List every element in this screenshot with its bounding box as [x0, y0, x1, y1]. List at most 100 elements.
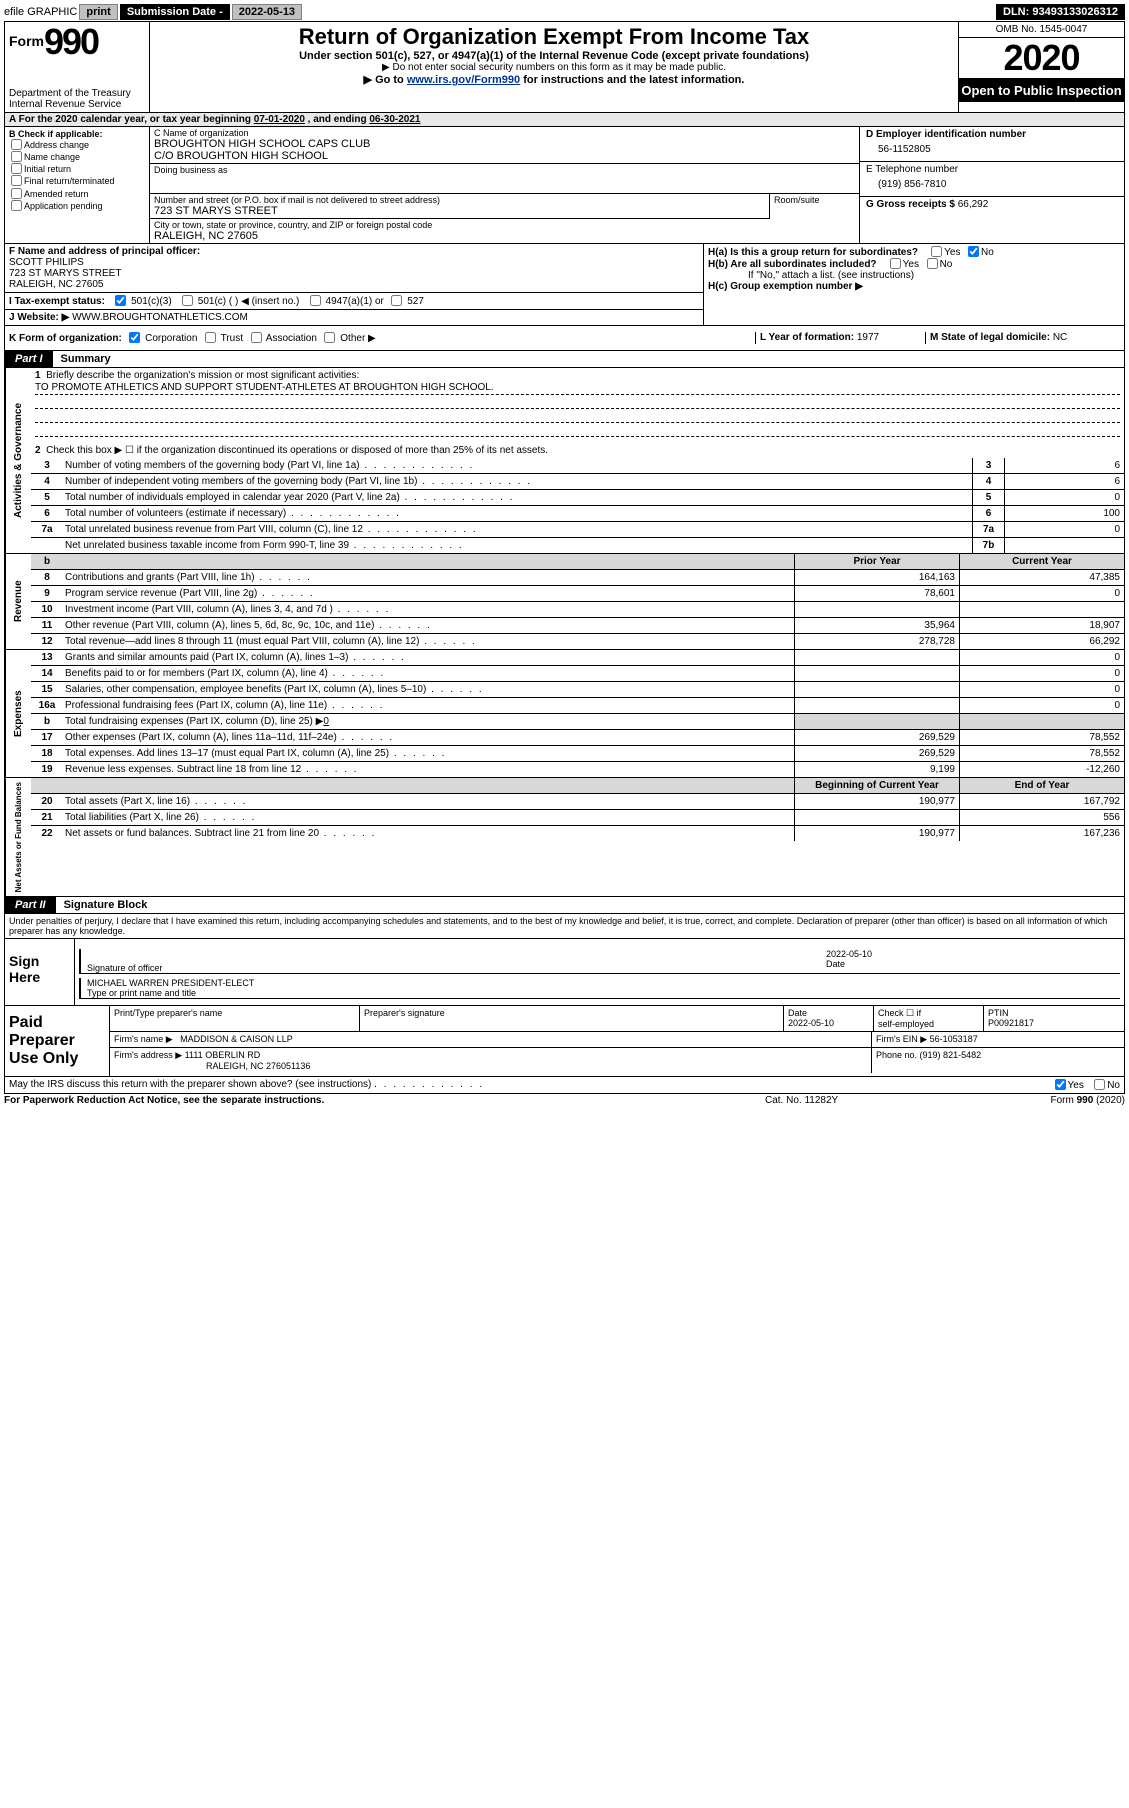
chk-trust[interactable]: [205, 332, 216, 343]
line-desc: Net assets or fund balances. Subtract li…: [63, 826, 794, 841]
line-val: 100: [1004, 506, 1124, 521]
print-button[interactable]: print: [79, 4, 117, 20]
lbl-501c: 501(c) ( ) ◀ (insert no.): [198, 296, 300, 307]
tax-exempt-lbl: I Tax-exempt status:: [9, 296, 105, 307]
current-year-val: 47,385: [959, 570, 1124, 585]
table-row: 9 Program service revenue (Part VIII, li…: [31, 586, 1124, 602]
lbl-527: 527: [407, 296, 424, 307]
l-lbl: L Year of formation:: [760, 332, 857, 343]
discuss-row: May the IRS discuss this return with the…: [4, 1077, 1125, 1094]
mission-text: TO PROMOTE ATHLETICS AND SUPPORT STUDENT…: [35, 381, 1120, 395]
line-desc: Revenue less expenses. Subtract line 18 …: [63, 762, 794, 777]
line-val: 0: [1004, 490, 1124, 505]
lbl-hb-yes: Yes: [903, 259, 919, 270]
lbl-address-change: Address change: [24, 140, 89, 150]
current-year-val: 0: [959, 682, 1124, 697]
section-netassets: Net Assets or Fund Balances Beginning of…: [4, 777, 1125, 897]
chk-4947[interactable]: [310, 295, 321, 306]
firm-phone-val: (919) 821-5482: [920, 1050, 982, 1060]
lbl-hb-no: No: [940, 259, 953, 270]
form-header: Form990 Department of the Treasury Inter…: [4, 21, 1125, 113]
chk-amended-return[interactable]: [11, 188, 22, 199]
line-desc: Other revenue (Part VIII, column (A), li…: [63, 618, 794, 633]
prior-year-val: 269,529: [794, 730, 959, 745]
k-l-m-block: K Form of organization: Corporation Trus…: [4, 326, 1125, 351]
section-c: C Name of organization BROUGHTON HIGH SC…: [150, 127, 859, 243]
line-desc: Total revenue—add lines 8 through 11 (mu…: [63, 634, 794, 649]
prior-year-val: 278,728: [794, 634, 959, 649]
prior-year-val: [794, 602, 959, 617]
vside-expenses: Expenses: [5, 650, 31, 777]
chk-name-change[interactable]: [11, 151, 22, 162]
gov-line: 6 Total number of volunteers (estimate i…: [31, 506, 1124, 522]
firm-addr-1: 1111 OBERLIN RD: [185, 1050, 261, 1060]
prior-year-val: 164,163: [794, 570, 959, 585]
line-num: 10: [31, 602, 63, 617]
part2-title: Signature Block: [56, 897, 156, 913]
form-word: Form: [9, 33, 44, 49]
chk-ha-no[interactable]: [968, 246, 979, 257]
vside-revenue: Revenue: [5, 554, 31, 649]
chk-501c3[interactable]: [115, 295, 126, 306]
sign-date-val: 2022-05-10: [826, 949, 1114, 959]
officer-name: SCOTT PHILIPS: [9, 257, 84, 268]
chk-discuss-yes[interactable]: [1055, 1079, 1066, 1090]
chk-501c[interactable]: [182, 295, 193, 306]
taxyear-begin: 07-01-2020: [254, 114, 305, 125]
goto-prefix: ▶ Go to: [364, 74, 407, 86]
chk-address-change[interactable]: [11, 139, 22, 150]
line2-text: Check this box ▶ ☐ if the organization d…: [46, 445, 548, 456]
line-num: 7a: [31, 522, 63, 537]
table-row: 13 Grants and similar amounts paid (Part…: [31, 650, 1124, 666]
chk-application-pending[interactable]: [11, 200, 22, 211]
dba-hdr: Doing business as: [154, 165, 855, 175]
line-num: 20: [31, 794, 63, 809]
type-print-lbl: Type or print name and title: [87, 988, 1114, 998]
line-desc: Total number of volunteers (estimate if …: [63, 506, 972, 521]
line-1: 1 Briefly describe the organization's mi…: [31, 368, 1124, 439]
prior-year-val: [794, 650, 959, 665]
line-desc: Professional fundraising fees (Part IX, …: [63, 698, 794, 713]
b-header: B Check if applicable:: [9, 129, 103, 139]
chk-discuss-no[interactable]: [1094, 1079, 1105, 1090]
table-row: 21 Total liabilities (Part X, line 26) 5…: [31, 810, 1124, 826]
table-row: 14 Benefits paid to or for members (Part…: [31, 666, 1124, 682]
lbl-discuss-yes: Yes: [1068, 1080, 1084, 1091]
line-desc: Number of voting members of the governin…: [63, 458, 972, 473]
line-desc: Total assets (Part X, line 16): [63, 794, 794, 809]
chk-hb-no[interactable]: [927, 258, 938, 269]
room-hdr: Room/suite: [774, 195, 855, 205]
bottom-year: 2020: [1099, 1095, 1121, 1106]
col-header-row: b Prior Year Current Year: [31, 554, 1124, 570]
current-year-val: 66,292: [959, 634, 1124, 649]
prep-date-val: 2022-05-10: [788, 1018, 869, 1028]
addr-hdr: Number and street (or P.O. box if mail i…: [154, 195, 765, 205]
gov-line: Net unrelated business taxable income fr…: [31, 538, 1124, 553]
line-box: 5: [972, 490, 1004, 505]
line-num: [31, 538, 63, 553]
org-name-1: BROUGHTON HIGH SCHOOL CAPS CLUB: [154, 138, 855, 150]
efile-label: efile GRAPHIC: [4, 6, 77, 18]
chk-assoc[interactable]: [251, 332, 262, 343]
lbl-trust: Trust: [221, 333, 243, 344]
ein-value: 56-1152805: [866, 140, 1118, 159]
line-desc: Other expenses (Part IX, column (A), lin…: [63, 730, 794, 745]
table-row: 17 Other expenses (Part IX, column (A), …: [31, 730, 1124, 746]
taxyear-end: 06-30-2021: [369, 114, 420, 125]
sign-block: Sign Here Signature of officer 2022-05-1…: [4, 939, 1125, 1006]
na-col-header: Beginning of Current Year End of Year: [31, 778, 1124, 794]
instructions-link[interactable]: www.irs.gov/Form990: [407, 74, 520, 86]
col-hdr-prior: Prior Year: [794, 554, 959, 569]
col-hdr-b: b: [31, 554, 63, 569]
chk-initial-return[interactable]: [11, 163, 22, 174]
goto-suffix: for instructions and the latest informat…: [520, 74, 744, 86]
chk-final-return[interactable]: [11, 175, 22, 186]
chk-corp[interactable]: [129, 332, 140, 343]
chk-hb-yes[interactable]: [890, 258, 901, 269]
firm-name-lbl: Firm's name ▶: [114, 1034, 173, 1044]
current-year-val: [959, 602, 1124, 617]
chk-527[interactable]: [391, 295, 402, 306]
lbl-initial-return: Initial return: [24, 164, 71, 174]
chk-other[interactable]: [324, 332, 335, 343]
chk-ha-yes[interactable]: [931, 246, 942, 257]
